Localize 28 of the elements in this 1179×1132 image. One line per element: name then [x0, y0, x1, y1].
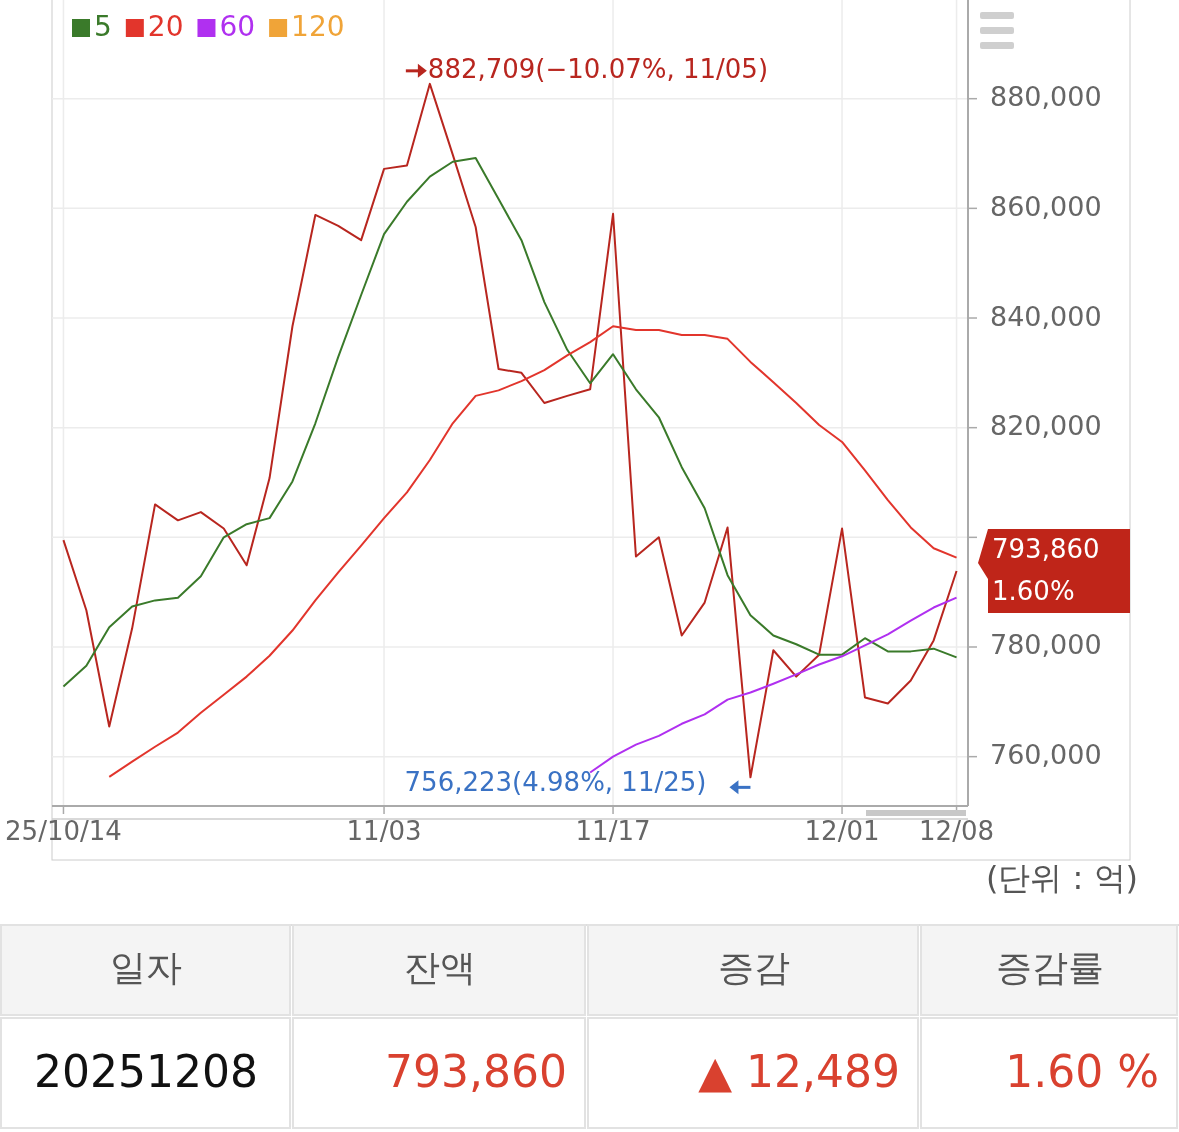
text: 1.60 %: [1005, 1046, 1159, 1097]
y-tick-label: 860,000: [990, 190, 1102, 222]
legend-label: 60: [219, 10, 256, 43]
x-tick-label: 11/17: [575, 816, 651, 846]
line-series: [62, 156, 958, 688]
legend-label: 5: [94, 10, 112, 43]
annotation: 882,709(−10.07%, 11/05): [427, 54, 769, 85]
text: 잔액: [403, 947, 476, 988]
x-tick-label: 12/08: [919, 816, 995, 846]
x-tick-label: 11/03: [346, 816, 422, 846]
text: 20251208: [34, 1046, 258, 1097]
text: (단위 : 억): [985, 859, 1138, 897]
y-tick-label: 760,000: [990, 739, 1102, 771]
annotation: 756,223(4.98%, 11/25): [404, 766, 707, 797]
legend-label: 20: [147, 10, 184, 43]
text: ▲ 12,489: [698, 1046, 900, 1097]
text: 793,860: [385, 1046, 567, 1097]
text: 일자: [110, 947, 182, 988]
x-tick-label: 25/10/14: [5, 816, 122, 846]
x-tick-label: 12/01: [804, 816, 880, 846]
y-tick-label: 780,000: [990, 629, 1102, 661]
text: 증감: [717, 947, 790, 988]
y-tick-label: 840,000: [990, 300, 1102, 332]
y-tick-label: 880,000: [990, 81, 1102, 113]
legend-label: 120: [291, 10, 345, 43]
text: 증감률: [995, 947, 1104, 988]
value-tag: 793,860 1.60%: [978, 529, 1130, 613]
y-tick-label: 820,000: [990, 410, 1102, 442]
